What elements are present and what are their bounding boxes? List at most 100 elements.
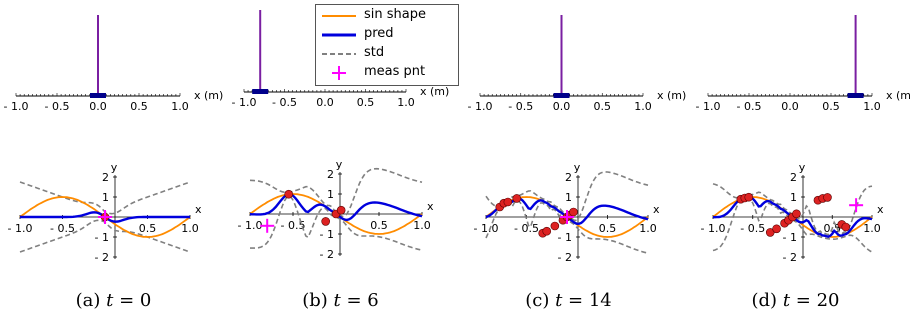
sample-point [512, 194, 522, 203]
function-y-axis-label: y [111, 161, 118, 174]
position-tick-label: 1.0 [171, 100, 189, 113]
sample-point [284, 189, 294, 199]
position-tick-label: 1.0 [634, 100, 652, 113]
sample-point [503, 197, 513, 207]
function-x-tick-label: - 1.0 [238, 219, 263, 232]
function-x-tick-label: - 1.0 [474, 222, 499, 235]
legend-item-sin-shape: sin shape [322, 7, 456, 25]
caption-value: = 0 [113, 290, 152, 311]
legend: sin shape pred std meas pnt [315, 4, 459, 86]
sample-point [772, 224, 781, 234]
sample-point [823, 193, 832, 202]
position-tick-label: - 1.0 [4, 100, 29, 113]
caption-prefix: (b) [302, 290, 334, 311]
legend-swatch-meas-pnt [332, 66, 346, 80]
function-x-tick-label: 1.0 [863, 222, 881, 235]
legend-swatch-sin-shape [322, 15, 356, 17]
position-tick-label: - 0.5 [508, 100, 533, 113]
legend-swatch-pred [322, 33, 356, 37]
position-axis-label: x (m) [420, 85, 449, 98]
function-x-tick-label: 1.0 [181, 222, 199, 235]
function-y-tick-label: 1 [102, 191, 109, 204]
function-y-tick-label: 1 [790, 191, 797, 204]
function-y-tick-label: - 1 [320, 228, 334, 241]
legend-item-std: std [322, 45, 456, 63]
function-y-tick-label: - 1 [95, 231, 109, 244]
function-x-tick-label: 1.0 [413, 219, 431, 232]
function-y-tick-label: 2 [790, 171, 797, 184]
function-y-tick-label: - 2 [783, 251, 797, 264]
function-y-tick-label: 2 [327, 168, 334, 181]
function-y-tick-label: - 1 [558, 231, 572, 244]
panel-caption-c: (c) t = 14 [455, 290, 682, 311]
function-x-axis-label: x [195, 203, 202, 216]
function-x-tick-label: 0.5 [599, 222, 617, 235]
function-x-tick-label: 1.0 [639, 222, 657, 235]
function-y-tick-label: 1 [327, 188, 334, 201]
sample-point [792, 209, 801, 219]
caption-value: = 14 [562, 290, 612, 311]
position-marker [252, 89, 269, 94]
function-y-axis-label: y [799, 161, 806, 174]
function-y-tick-label: - 2 [320, 248, 334, 261]
caption-variable: t [333, 290, 341, 311]
position-marker [90, 93, 106, 98]
sample-point [841, 222, 851, 232]
function-y-tick-label: 2 [565, 171, 572, 184]
caption-prefix: (c) [525, 290, 556, 311]
position-tick-label: 0.0 [553, 100, 571, 113]
caption-prefix: (a) [75, 290, 107, 311]
function-x-tick-label: - 1.0 [8, 222, 33, 235]
position-tick-label: - 0.5 [272, 96, 297, 109]
position-tick-label: - 1.0 [696, 100, 721, 113]
position-tick-label: - 1.0 [468, 100, 493, 113]
function-x-axis-label: x [653, 203, 660, 216]
sample-point [765, 228, 775, 237]
position-marker [847, 93, 864, 98]
sample-point [321, 217, 330, 226]
caption-variable: t [106, 290, 114, 311]
position-tick-label: 1.0 [397, 96, 415, 109]
function-y-tick-label: - 2 [95, 251, 109, 264]
legend-item-pred: pred [322, 26, 456, 44]
function-x-tick-label: 0.5 [139, 222, 157, 235]
function-x-tick-label: 0.5 [370, 219, 388, 232]
legend-label-sin-shape: sin shape [364, 7, 426, 22]
function-x-tick-label: - 0.5 [50, 222, 75, 235]
legend-item-meas-pnt: meas pnt [322, 64, 456, 82]
std-upper-line [249, 167, 423, 218]
sample-point [569, 207, 578, 217]
position-axis-label: x (m) [886, 89, 910, 102]
function-x-axis-label: x [877, 203, 884, 216]
std-lower-line [250, 195, 423, 251]
position-tick-label: 1.0 [863, 100, 881, 113]
sample-point [744, 192, 754, 202]
caption-prefix: (d) [751, 290, 783, 311]
sample-point [550, 221, 560, 231]
position-tick-label: 0.5 [130, 100, 148, 113]
position-tick-label: 0.5 [822, 100, 840, 113]
function-x-tick-label: - 0.5 [514, 222, 539, 235]
position-marker [553, 93, 570, 98]
panel-caption-b: (b) t = 6 [227, 290, 454, 311]
caption-value: = 20 [790, 290, 840, 311]
position-axis-label: x (m) [194, 89, 223, 102]
panel-caption-d: (d) t = 20 [682, 290, 909, 311]
caption-value: = 6 [340, 290, 379, 311]
function-x-tick-label: - 0.5 [740, 222, 765, 235]
legend-label-pred: pred [364, 26, 394, 41]
position-tick-label: 0.0 [316, 96, 334, 109]
caption-variable: t [782, 290, 791, 311]
function-y-tick-label: - 1 [783, 231, 797, 244]
function-y-tick-label: 2 [102, 171, 109, 184]
legend-swatch-std [322, 53, 356, 55]
position-axis-label: x (m) [657, 89, 686, 102]
position-tick-label: - 0.5 [737, 100, 762, 113]
legend-label-meas-pnt: meas pnt [364, 64, 426, 79]
position-tick-label: - 0.5 [45, 100, 70, 113]
position-tick-label: 0.0 [89, 100, 107, 113]
function-y-axis-label: y [336, 158, 343, 171]
position-tick-label: 0.0 [781, 100, 799, 113]
function-x-axis-label: x [427, 200, 434, 213]
